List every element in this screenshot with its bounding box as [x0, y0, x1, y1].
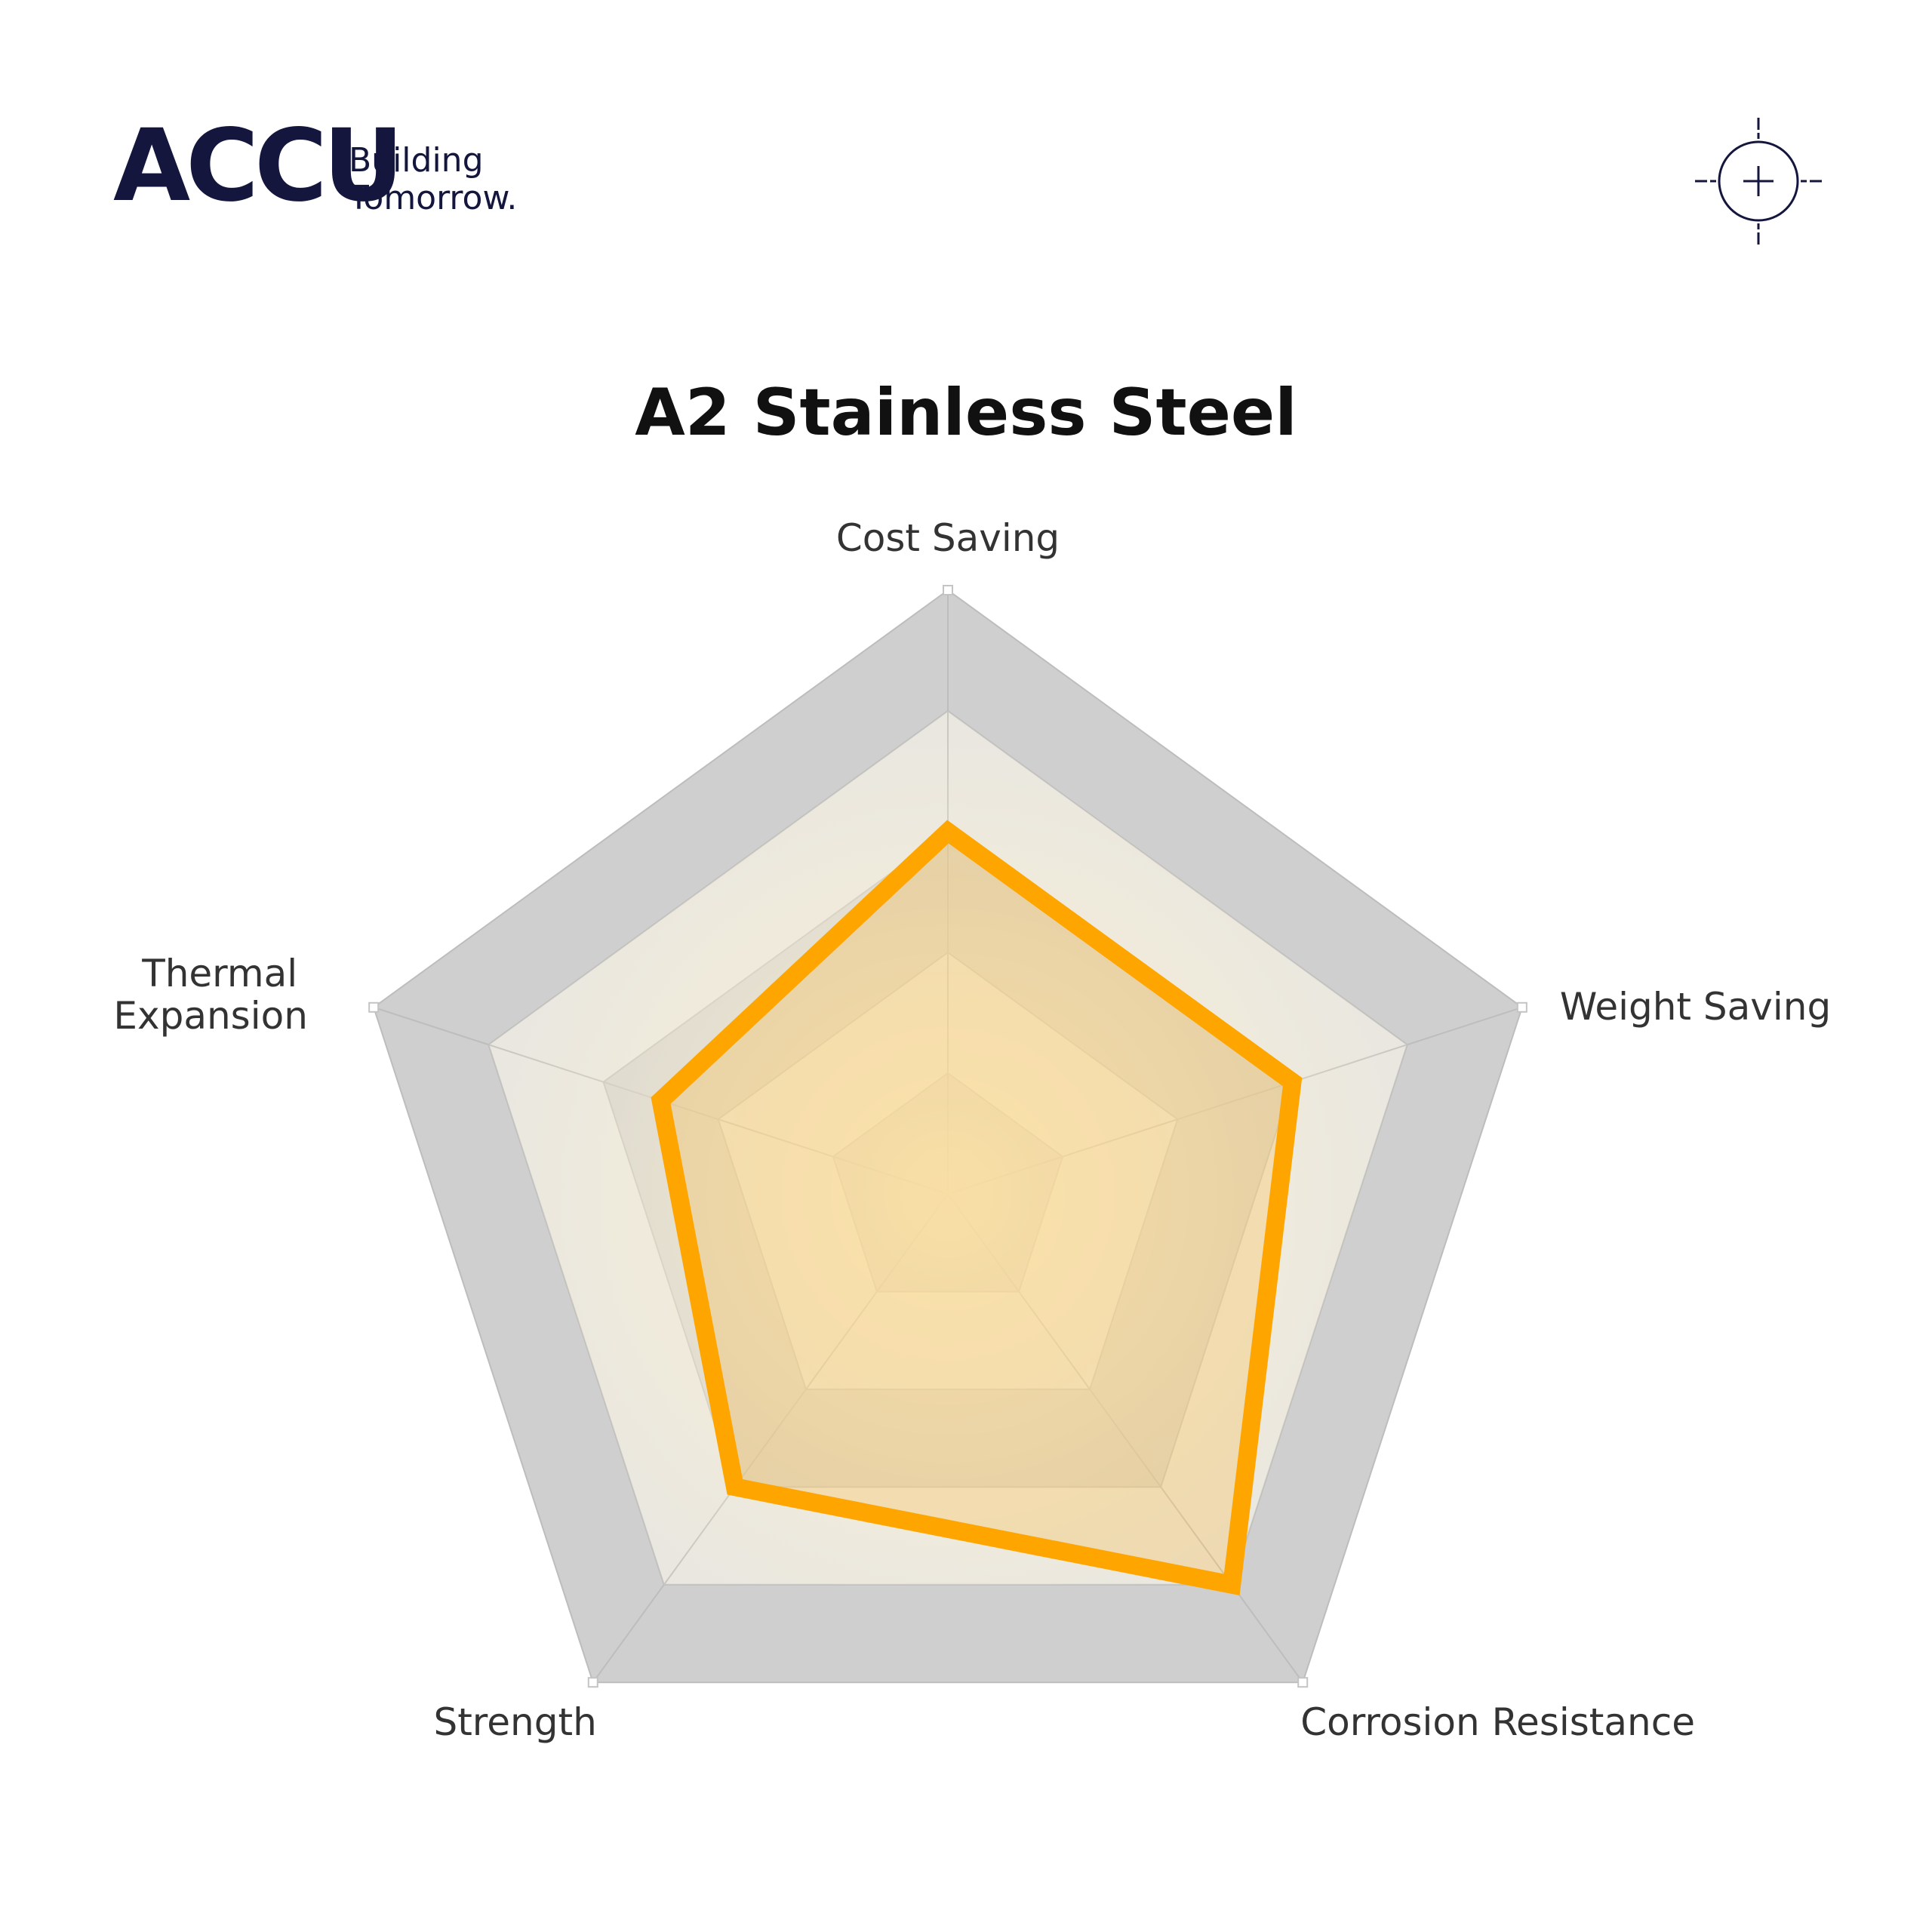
chart-title: A2 Stainless Steel [635, 375, 1297, 451]
axis-end-marker [1297, 1677, 1309, 1688]
crosshair-icon [1690, 113, 1826, 249]
axis-label: Corrosion Resistance [1300, 1700, 1695, 1744]
accu-logo[interactable]: ACCU Building Tomorrow. [113, 113, 551, 219]
axis-label: Weight Saving [1560, 985, 1831, 1029]
logo-tagline: Building Tomorrow. [349, 142, 517, 217]
axis-label: Cost Saving [836, 516, 1060, 560]
axis-end-marker [587, 1677, 598, 1688]
axis-label: Thermal Expansion [113, 952, 307, 1038]
axis-label: Strength [433, 1700, 596, 1744]
tagline-line-2: Tomorrow. [349, 179, 518, 217]
axis-end-marker [368, 1001, 380, 1013]
axis-end-marker [1516, 1001, 1527, 1013]
series-area [651, 820, 1303, 1596]
logo-wordmark: ACCU [113, 108, 404, 224]
axis-end-marker [943, 585, 953, 595]
tagline-line-1: Building [349, 141, 484, 180]
